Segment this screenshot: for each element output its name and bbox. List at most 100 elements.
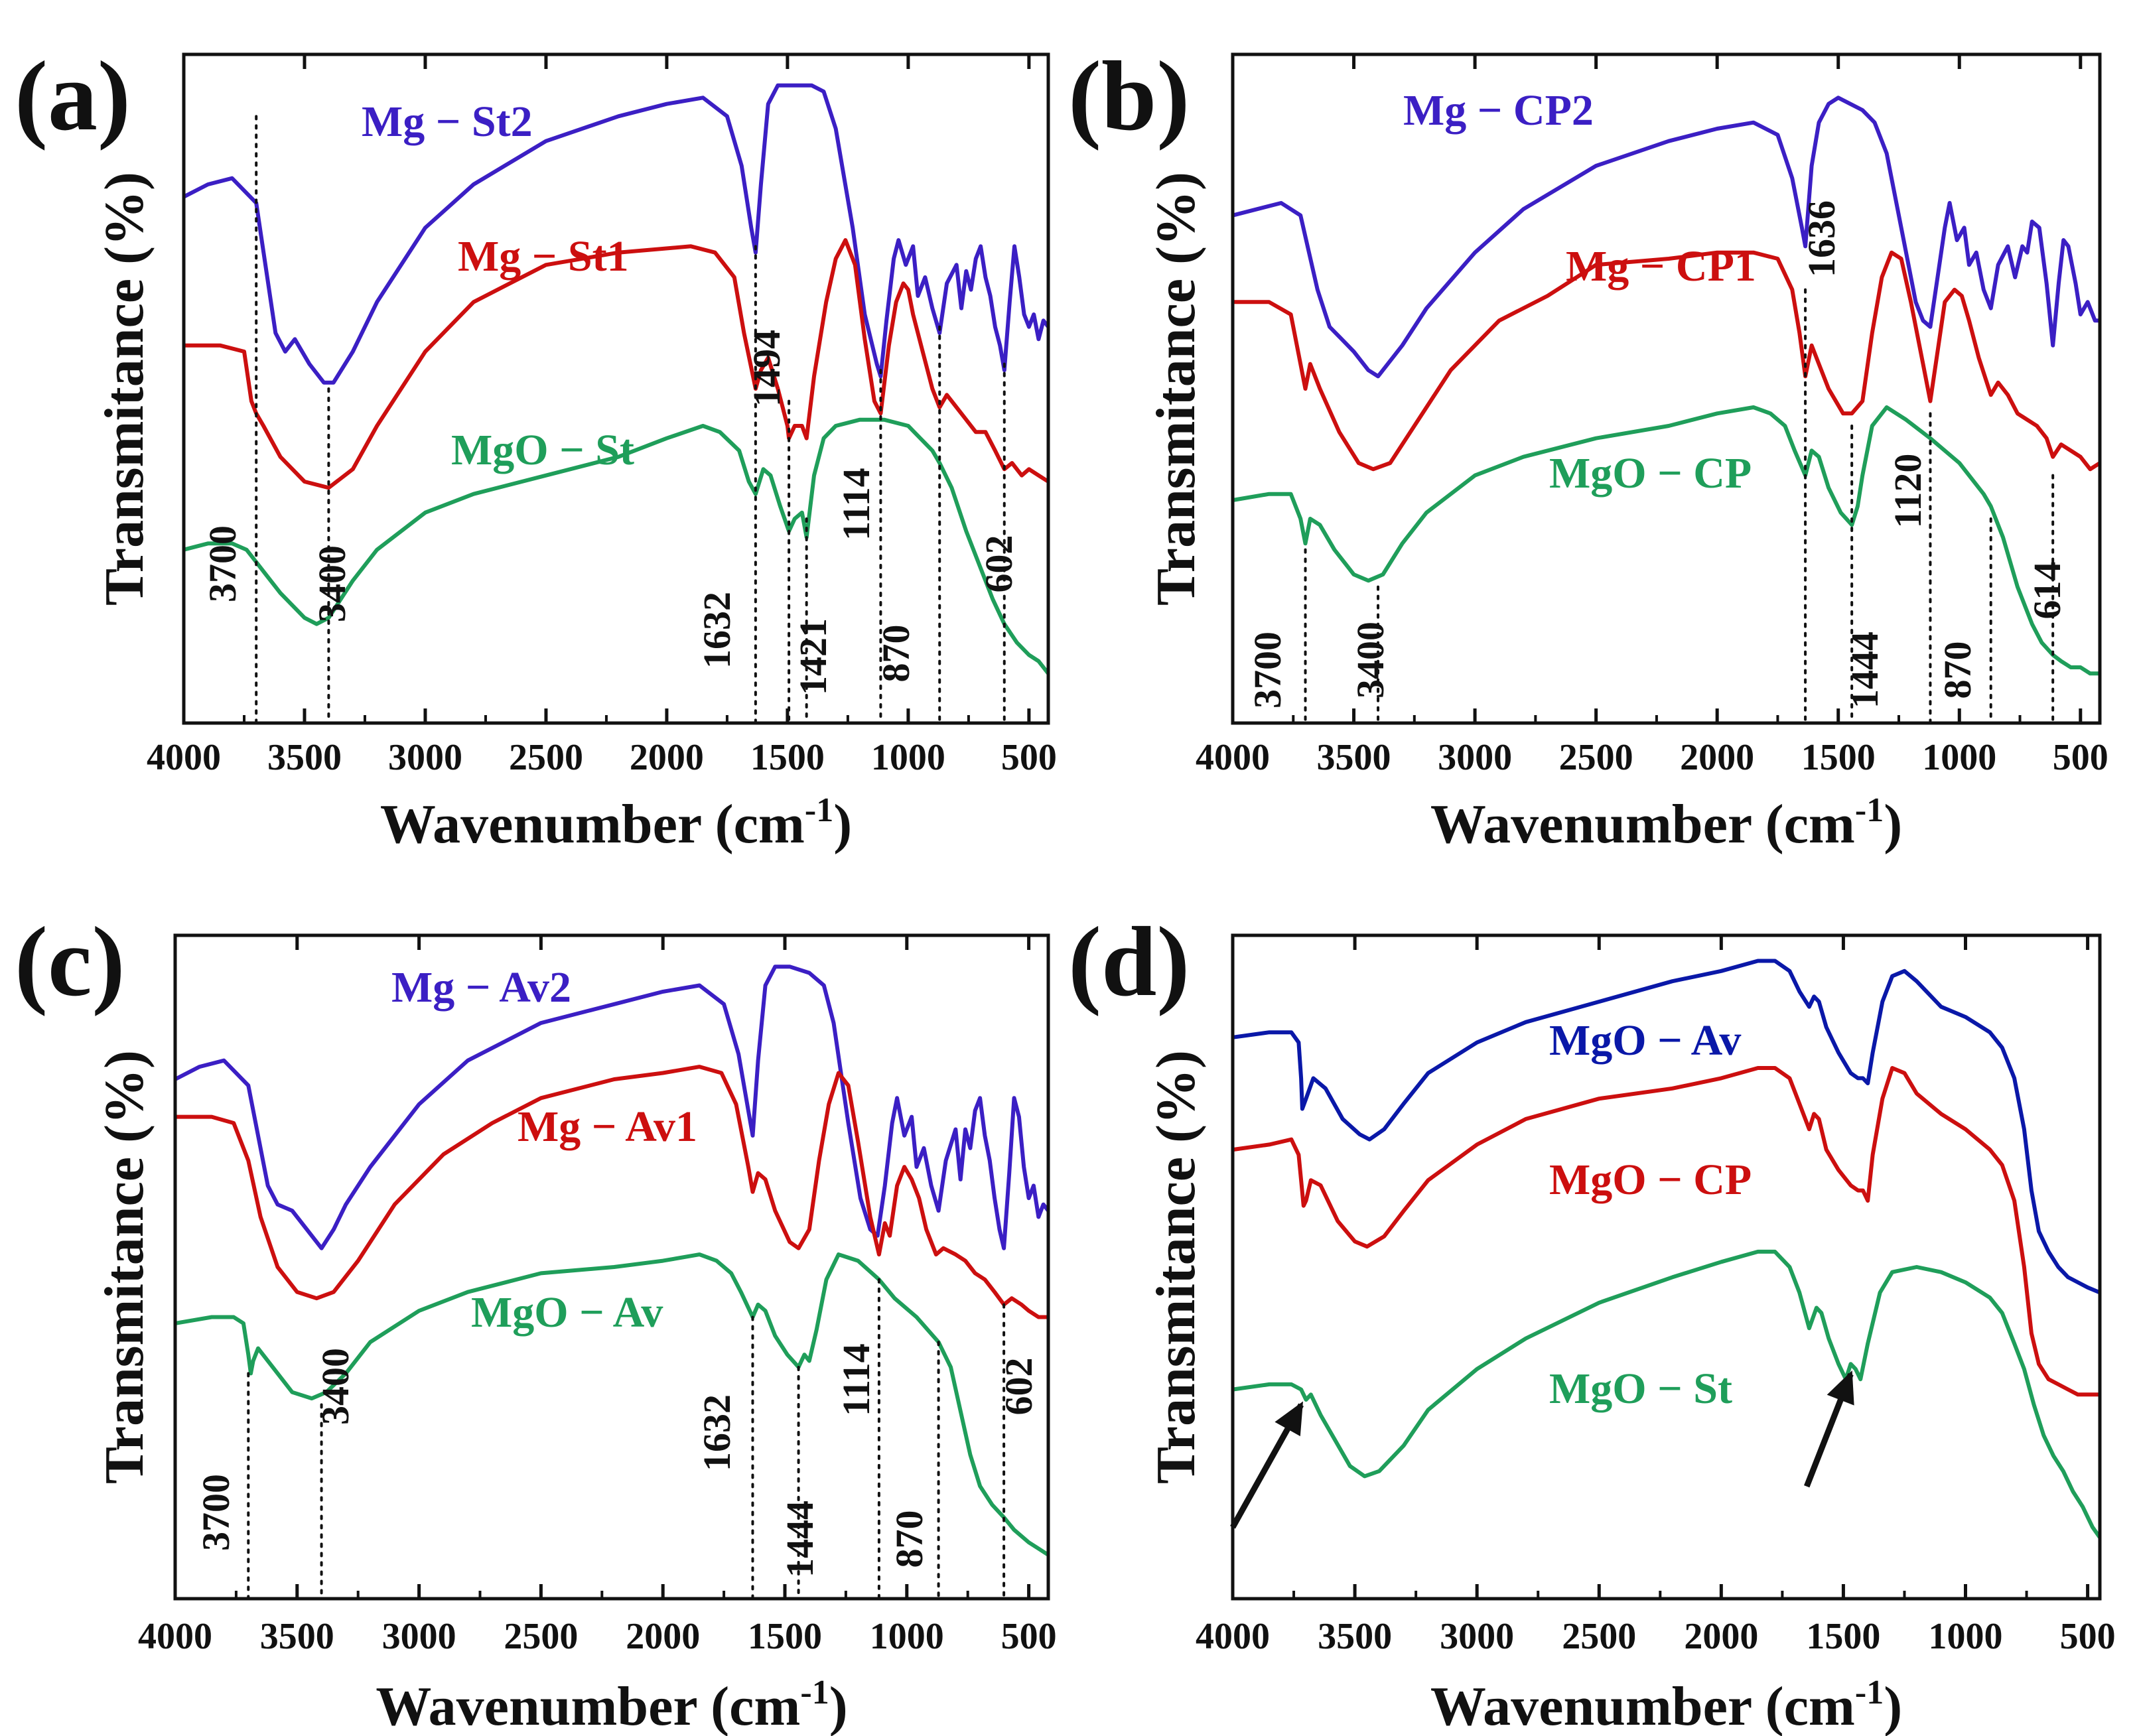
- peak-label: 1120: [1886, 454, 1929, 529]
- spectrum-line-2: [1232, 405, 2100, 676]
- curve-label: Mg − CP2: [1403, 86, 1594, 135]
- x-tick-label: 2000: [626, 1616, 700, 1657]
- x-tick-label: 1000: [870, 1616, 944, 1657]
- x-tick-label: 1000: [1922, 737, 1996, 778]
- spectrum-line-1: [175, 1065, 1048, 1319]
- plot-frame: [1231, 933, 2102, 1601]
- y-axis-label: Transmitance (%): [1145, 1050, 1207, 1484]
- spectrum-line-2: [1232, 1249, 2102, 1539]
- x-tick-label: 2500: [504, 1616, 578, 1657]
- x-axis-label-sup: -1: [800, 1674, 829, 1711]
- x-tick-label: 1500: [1801, 737, 1876, 778]
- x-tick-label: 3000: [1440, 1616, 1514, 1657]
- x-axis-label-sup: -1: [1855, 1674, 1884, 1711]
- peak-label: 3700: [1246, 632, 1289, 708]
- x-axis-label-sup: -1: [805, 791, 833, 829]
- curve-label: Mg − CP1: [1566, 242, 1756, 291]
- panel-1: (b) 3700 3400 1636 1444 1120 870 614 Mg − CP2 Mg …: [1068, 41, 2108, 855]
- spectrum-line-2: [183, 417, 1050, 675]
- panel-label: (a): [15, 41, 131, 151]
- x-tick-label: 500: [1001, 1616, 1057, 1657]
- x-tick-label: 1000: [871, 737, 945, 778]
- x-tick-label: 2000: [1680, 737, 1754, 778]
- peak-label: 870: [1936, 641, 1979, 699]
- panel-3: (d) MgO − Av MgO − CP MgO − St 4000 3500 3000 2…: [1068, 907, 2116, 1736]
- spectrum-line-0: [1232, 96, 2100, 379]
- x-axis-label: Wavenumber (cm-1): [380, 791, 852, 855]
- x-axis-label-text: Wavenumber (cm: [380, 793, 805, 855]
- x-axis-label-close: ): [1884, 793, 1902, 855]
- spectrum-line-0: [182, 83, 1050, 385]
- curve-label: MgO − CP: [1549, 1156, 1752, 1204]
- x-tick-label: 500: [2060, 1616, 2116, 1657]
- x-axis-label: Wavenumber (cm-1): [376, 1674, 847, 1736]
- x-tick-label: 500: [1001, 737, 1057, 778]
- x-tick-label: 2500: [1562, 1616, 1636, 1657]
- plot-frame: [173, 933, 1050, 1601]
- peak-label: 1444: [1843, 632, 1886, 708]
- x-tick-label: 3500: [1317, 737, 1391, 778]
- x-axis-label-sup: -1: [1855, 791, 1884, 829]
- spectrum-line-0: [174, 965, 1050, 1250]
- peak-label: 3700: [201, 525, 244, 602]
- y-axis-label: Transmitance (%): [94, 1050, 155, 1484]
- plot-frame: [1231, 52, 2102, 725]
- x-tick-label: 4000: [138, 1616, 212, 1657]
- x-tick-label: 4000: [1196, 1616, 1270, 1657]
- curve-label: Mg − Av2: [391, 963, 571, 1012]
- x-axis-label-text: Wavenumber (cm: [1430, 793, 1855, 855]
- x-tick-label: 3500: [267, 737, 342, 778]
- x-tick-label: 1500: [748, 1616, 822, 1657]
- peak-label: 3700: [194, 1474, 238, 1551]
- peak-label: 1632: [695, 592, 738, 669]
- spectrum-line-1: [1232, 1066, 2100, 1397]
- peak-label: 602: [997, 1358, 1040, 1416]
- spectrum-line-1: [184, 238, 1050, 490]
- x-tick-label: 500: [2053, 737, 2108, 778]
- x-axis-label-close: ): [829, 1676, 848, 1736]
- x-tick-label: 4000: [1196, 737, 1270, 778]
- x-tick-label: 2500: [1559, 737, 1633, 778]
- peak-label: 870: [874, 625, 918, 683]
- x-tick-label: 4000: [147, 737, 221, 778]
- peak-label: 1114: [835, 468, 878, 541]
- curve-label: MgO − Av: [1549, 1016, 1741, 1065]
- x-tick-label: 2500: [509, 737, 583, 778]
- panel-2: (c) 3700 3400 1632 1444 1114 870 602 Mg − Av2 Mg …: [15, 907, 1057, 1736]
- curve-label: Mg − St2: [362, 98, 533, 146]
- curve-label: MgO − Av: [471, 1288, 663, 1337]
- peak-label: 1114: [835, 1343, 878, 1416]
- peak-label: 1444: [778, 1501, 821, 1577]
- peak-label: 1421: [792, 618, 835, 695]
- peak-label: 3400: [1349, 622, 1392, 699]
- curve-label: MgO − St: [451, 426, 634, 474]
- arrow-head: [1275, 1401, 1304, 1437]
- panel-label: (c): [15, 907, 125, 1017]
- panel-label: (d): [1068, 907, 1190, 1017]
- curve-label: MgO − CP: [1549, 449, 1752, 498]
- spectrum-line-2: [174, 1252, 1050, 1557]
- x-tick-label: 3000: [388, 737, 462, 778]
- panel-0: (a) 3700 3400 1632 1494 1421 1114 870 602 Mg − St…: [15, 41, 1057, 855]
- x-axis-label-text: Wavenumber (cm: [1430, 1676, 1855, 1736]
- arrow-head: [1827, 1370, 1854, 1406]
- peak-label: 3400: [310, 545, 354, 622]
- x-axis-label: Wavenumber (cm-1): [1430, 791, 1902, 855]
- x-tick-label: 1500: [1806, 1616, 1880, 1657]
- x-axis-label: Wavenumber (cm-1): [1430, 1674, 1902, 1736]
- peak-label: 3400: [314, 1348, 357, 1425]
- peak-label: 870: [888, 1510, 931, 1568]
- curve-label: Mg − St1: [458, 232, 629, 281]
- peak-label: 614: [2026, 562, 2069, 620]
- x-tick-label: 1500: [750, 737, 825, 778]
- y-axis-label: Transmitance (%): [94, 172, 155, 606]
- x-axis-label-close: ): [1884, 1676, 1902, 1736]
- x-tick-label: 3500: [260, 1616, 334, 1657]
- x-tick-label: 2000: [1684, 1616, 1758, 1657]
- x-tick-label: 3000: [382, 1616, 456, 1657]
- curve-label: MgO − St: [1549, 1365, 1732, 1413]
- y-axis-label: Transmitance (%): [1145, 172, 1207, 606]
- plot-frame: [182, 52, 1050, 725]
- x-tick-label: 3500: [1318, 1616, 1392, 1657]
